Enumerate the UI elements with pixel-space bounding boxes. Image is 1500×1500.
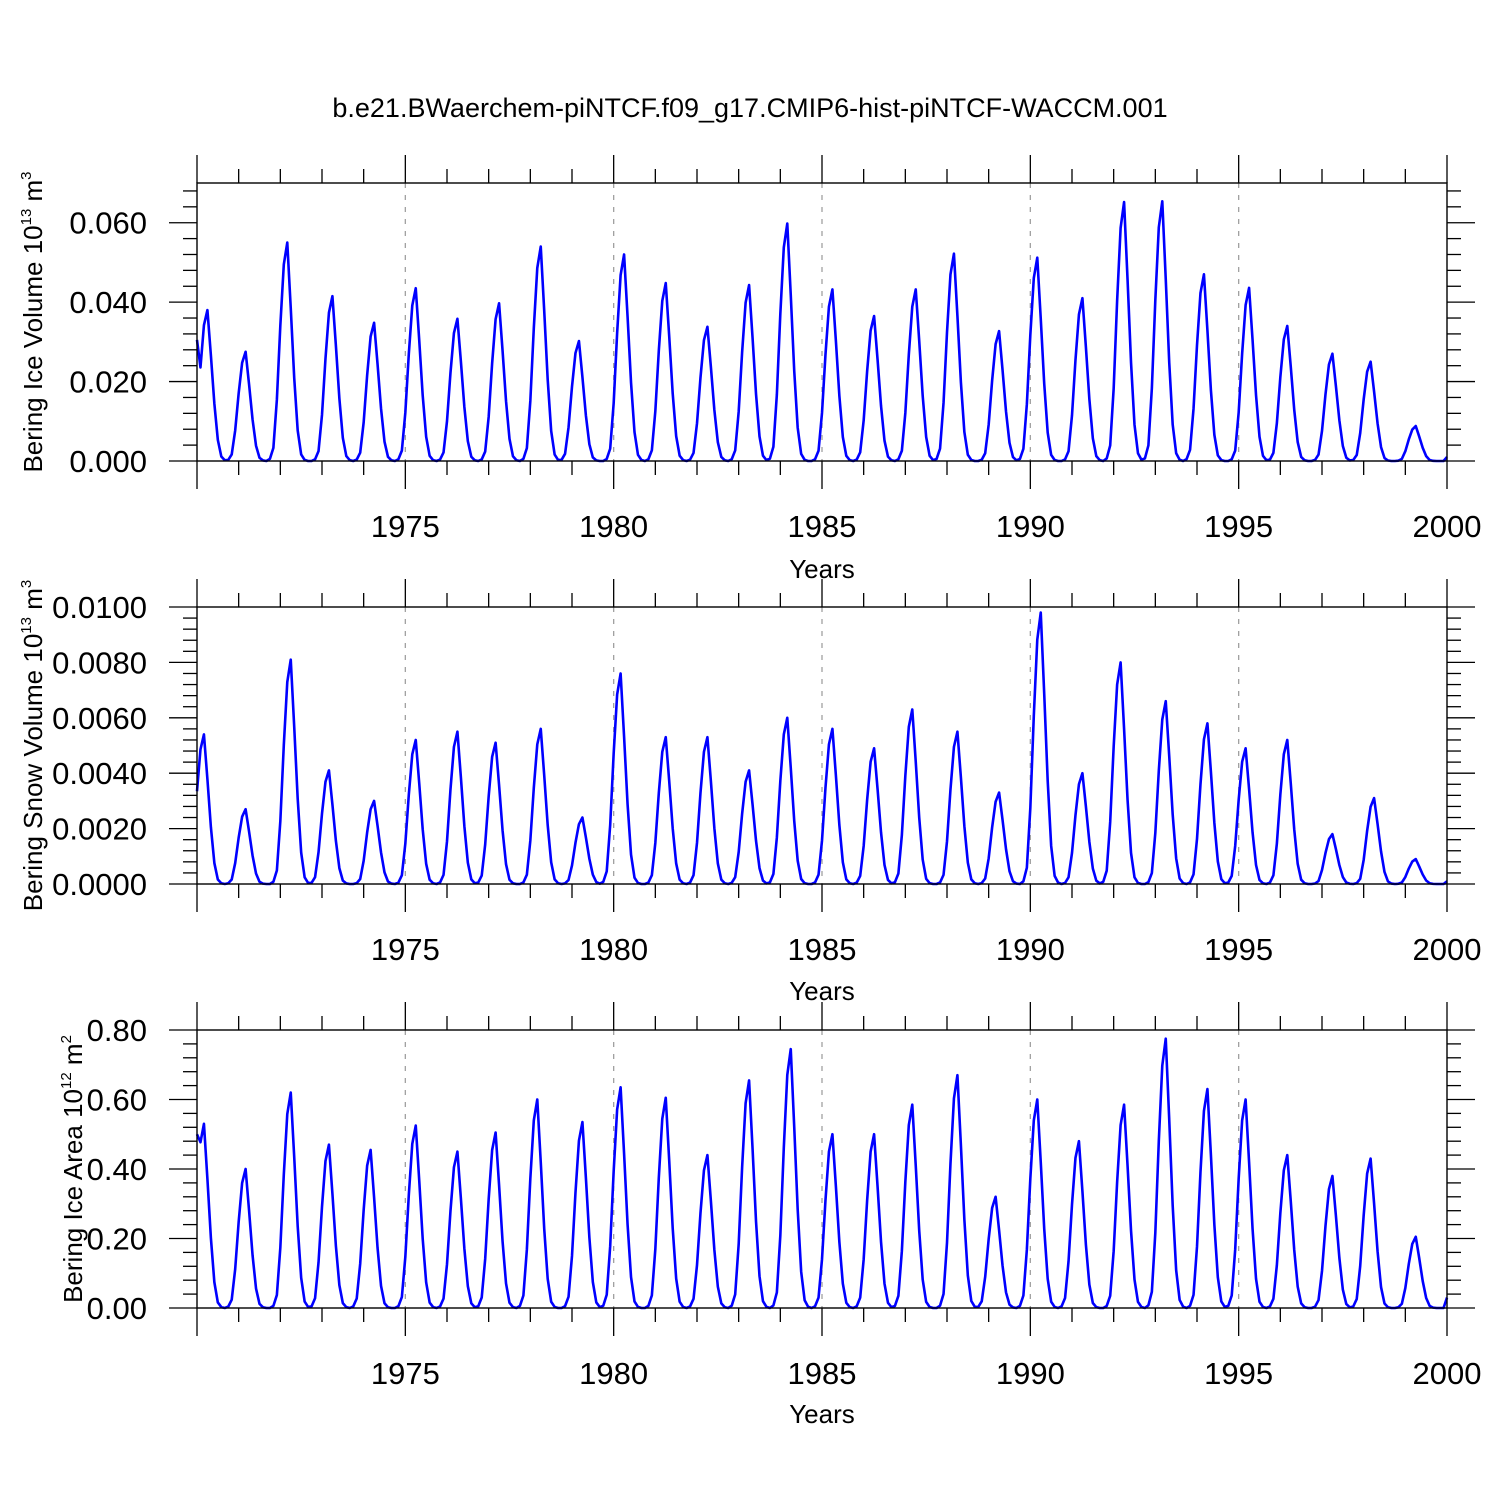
data-series-line (195, 1037, 1449, 1310)
y-tick-label: 0.80 (87, 1013, 147, 1048)
x-tick-label: 1985 (788, 932, 857, 967)
y-axis-label: Bering Snow Volume 1013 m3 (18, 580, 48, 911)
x-tick-label: 1980 (579, 509, 648, 544)
chart-title: b.e21.BWaerchem-piNTCF.f09_g17.CMIP6-his… (332, 93, 1167, 123)
x-tick-label: 1975 (371, 932, 440, 967)
snow-volume-panel: 0.0000 0.0020 0.0040 0.0060 0.0080 0.0100 1975… (18, 579, 1481, 1006)
x-tick-label: 1990 (996, 509, 1065, 544)
x-tick-label: 1990 (996, 932, 1065, 967)
ice-volume-panel: 0.000 0.020 0.040 0.060 1975 1980 1985 1990 1995… (18, 155, 1481, 584)
y-tick-label: 0.000 (69, 444, 147, 479)
y-tick-label: 0.20 (87, 1222, 147, 1257)
x-tick-label: 1980 (579, 932, 648, 967)
y-tick-label: 0.40 (87, 1152, 147, 1187)
x-axis-label: Years (789, 1399, 855, 1429)
y-tick-label: 0.0060 (52, 701, 147, 736)
x-axis-label: Years (789, 976, 855, 1006)
y-tick-label: 0.060 (69, 206, 147, 241)
x-tick-label: 1980 (579, 1356, 648, 1391)
x-tick-label: 1975 (371, 1356, 440, 1391)
y-axis-label: Bering Ice Volume 1013 m3 (18, 171, 48, 472)
y-tick-label: 0.0040 (52, 756, 147, 791)
y-tick-label: 0.60 (87, 1083, 147, 1118)
data-series-line (195, 611, 1448, 886)
x-tick-label: 1990 (996, 1356, 1065, 1391)
ice-area-panel: 0.00 0.20 0.40 0.60 0.80 1975 1980 1985 1990 1995… (58, 1002, 1481, 1429)
x-tick-label: 2000 (1413, 1356, 1482, 1391)
x-tick-label: 1985 (788, 1356, 857, 1391)
x-tick-label: 2000 (1413, 932, 1482, 967)
x-tick-label: 1995 (1204, 1356, 1273, 1391)
y-tick-label: 0.00 (87, 1291, 147, 1326)
x-tick-label: 1995 (1204, 932, 1273, 967)
x-tick-label: 1985 (788, 509, 857, 544)
x-tick-label: 1975 (371, 509, 440, 544)
x-tick-label: 1995 (1204, 509, 1273, 544)
data-series-line (195, 199, 1448, 463)
y-axis-label: Bering Ice Area 1012 m2 (58, 1035, 88, 1303)
x-tick-label: 2000 (1413, 509, 1482, 544)
y-tick-label: 0.0000 (52, 867, 147, 902)
y-tick-label: 0.020 (69, 365, 147, 400)
y-tick-label: 0.040 (69, 285, 147, 320)
y-tick-label: 0.0100 (52, 590, 147, 625)
y-tick-label: 0.0020 (52, 812, 147, 847)
y-tick-label: 0.0080 (52, 645, 147, 680)
